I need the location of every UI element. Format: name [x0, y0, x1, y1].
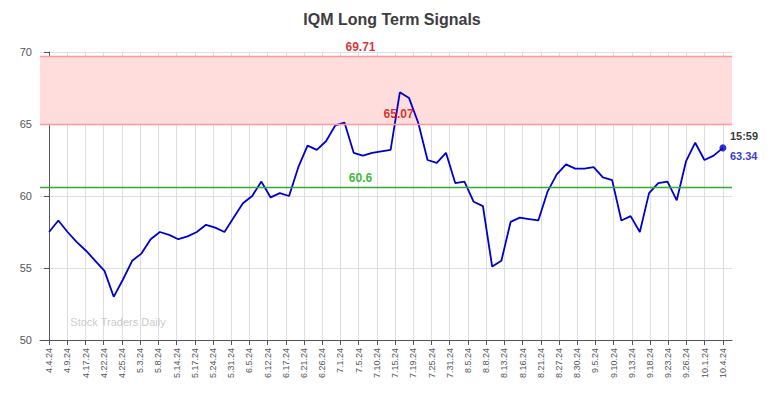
svg-text:6.12.24: 6.12.24 [263, 348, 273, 378]
svg-text:7.31.24: 7.31.24 [445, 348, 455, 378]
svg-text:9.5.24: 9.5.24 [590, 348, 600, 373]
svg-text:60: 60 [20, 190, 32, 202]
svg-text:9.13.24: 9.13.24 [627, 348, 637, 378]
svg-text:4.4.24: 4.4.24 [44, 348, 54, 373]
svg-text:8.27.24: 8.27.24 [554, 348, 564, 378]
svg-text:7.25.24: 7.25.24 [427, 348, 437, 378]
svg-text:Stock Traders Daily: Stock Traders Daily [70, 316, 166, 328]
svg-text:9.26.24: 9.26.24 [681, 348, 691, 378]
svg-text:8.30.24: 8.30.24 [572, 348, 582, 378]
svg-text:6.26.24: 6.26.24 [317, 348, 327, 378]
svg-text:10.4.24: 10.4.24 [718, 348, 728, 378]
svg-text:IQM Long Term Signals: IQM Long Term Signals [303, 11, 481, 28]
svg-text:8.13.24: 8.13.24 [499, 348, 509, 378]
svg-text:9.23.24: 9.23.24 [663, 348, 673, 378]
svg-text:8.16.24: 8.16.24 [518, 348, 528, 378]
svg-text:8.5.24: 8.5.24 [463, 348, 473, 373]
svg-text:5.17.24: 5.17.24 [190, 348, 200, 378]
svg-text:4.22.24: 4.22.24 [99, 348, 109, 378]
svg-text:70: 70 [20, 46, 32, 58]
svg-text:7.15.24: 7.15.24 [390, 348, 400, 378]
svg-text:7.19.24: 7.19.24 [408, 348, 418, 378]
svg-text:4.25.24: 4.25.24 [117, 348, 127, 378]
svg-text:15:59: 15:59 [730, 130, 758, 142]
svg-text:5.24.24: 5.24.24 [208, 348, 218, 378]
svg-text:5.31.24: 5.31.24 [226, 348, 236, 378]
svg-text:9.18.24: 9.18.24 [645, 348, 655, 378]
svg-text:8.8.24: 8.8.24 [481, 348, 491, 373]
svg-text:5.3.24: 5.3.24 [135, 348, 145, 373]
svg-text:4.9.24: 4.9.24 [62, 348, 72, 373]
svg-text:5.8.24: 5.8.24 [153, 348, 163, 373]
svg-text:7.5.24: 7.5.24 [354, 348, 364, 373]
svg-text:65: 65 [20, 118, 32, 130]
svg-text:6.17.24: 6.17.24 [281, 348, 291, 378]
svg-text:63.34: 63.34 [730, 150, 758, 162]
svg-text:7.1.24: 7.1.24 [335, 348, 345, 373]
svg-text:60.6: 60.6 [349, 171, 373, 185]
svg-text:7.10.24: 7.10.24 [372, 348, 382, 378]
svg-text:50: 50 [20, 334, 32, 346]
svg-text:9.10.24: 9.10.24 [609, 348, 619, 378]
svg-text:6.5.24: 6.5.24 [244, 348, 254, 373]
svg-text:5.14.24: 5.14.24 [172, 348, 182, 378]
svg-text:65.07: 65.07 [384, 107, 414, 121]
svg-text:55: 55 [20, 262, 32, 274]
svg-text:10.1.24: 10.1.24 [700, 348, 710, 378]
svg-text:69.71: 69.71 [345, 40, 375, 54]
svg-text:6.21.24: 6.21.24 [299, 348, 309, 378]
svg-text:4.17.24: 4.17.24 [81, 348, 91, 378]
svg-text:8.21.24: 8.21.24 [536, 348, 546, 378]
